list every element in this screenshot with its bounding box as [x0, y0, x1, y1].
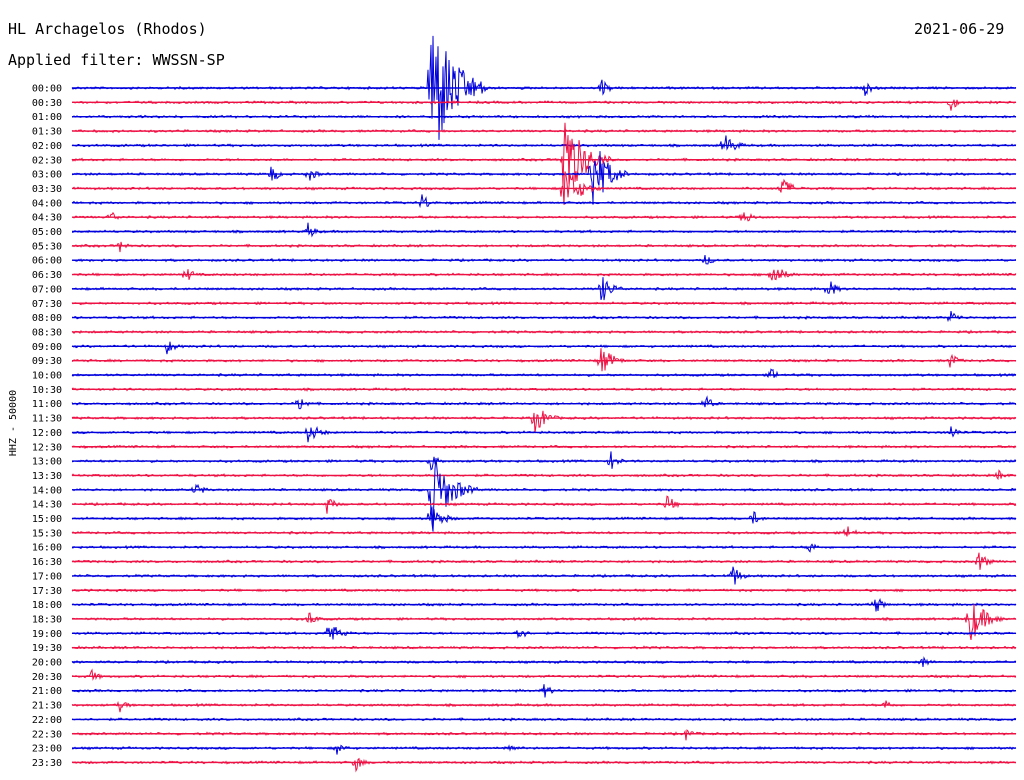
row-time-label: 10:30 — [32, 385, 62, 396]
row-time-label: 02:30 — [32, 155, 62, 166]
row-time-label: 09:30 — [32, 356, 62, 367]
row-time-label: 03:00 — [32, 170, 62, 181]
date-label: 2021-06-29 — [914, 20, 1005, 38]
trace-line — [71, 469, 1017, 481]
trace-line — [71, 410, 1017, 434]
trace-line — [71, 194, 1017, 209]
row-time-label: 04:00 — [32, 198, 62, 209]
row-time-label: 06:30 — [32, 270, 62, 281]
row-time-label: 19:00 — [32, 629, 62, 640]
row-time-label: 19:30 — [32, 643, 62, 654]
trace-line — [71, 426, 1017, 443]
row-time-label: 22:30 — [32, 729, 62, 740]
trace-line — [71, 700, 1017, 713]
row-time-label: 15:30 — [32, 528, 62, 539]
row-time-label: 18:00 — [32, 600, 62, 611]
row-time-label: 11:30 — [32, 414, 62, 425]
trace-line — [71, 341, 1017, 355]
trace-line — [71, 241, 1017, 253]
trace-line — [71, 368, 1017, 379]
trace-line — [71, 122, 1017, 188]
row-time-label: 10:00 — [32, 371, 62, 382]
trace-line — [71, 604, 1017, 640]
row-time-label: 14:30 — [32, 500, 62, 511]
row-time-label: 04:30 — [32, 213, 62, 224]
row-time-label: 03:30 — [32, 184, 62, 195]
trace-line — [71, 99, 1017, 111]
trace-line — [71, 457, 1017, 528]
trace-line — [72, 222, 1017, 238]
row-time-label: 12:00 — [32, 428, 62, 439]
row-time-label: 08:30 — [32, 327, 62, 338]
row-time-label: 16:00 — [32, 543, 62, 554]
row-time-label: 23:30 — [32, 758, 62, 769]
row-time-label: 14:00 — [32, 485, 62, 496]
trace-line — [71, 543, 1017, 553]
row-time-label: 12:30 — [32, 442, 62, 453]
trace-line — [71, 495, 1017, 514]
row-labels: 00:00 00:30 01:00 01:30 02:00 02:30 03:00 03:30… — [32, 84, 62, 769]
row-time-label: 00:30 — [32, 98, 62, 109]
row-time-label: 08:00 — [32, 313, 62, 324]
row-time-label: 06:00 — [32, 256, 62, 267]
row-time-label: 00:00 — [32, 84, 62, 95]
row-time-label: 23:00 — [32, 744, 62, 755]
row-time-label: 20:30 — [32, 672, 62, 683]
trace-rows — [71, 35, 1017, 773]
channel-label: HHZ - 50000 — [8, 390, 19, 456]
row-time-label: 11:00 — [32, 399, 62, 410]
trace-line — [71, 526, 1017, 537]
row-time-label: 05:30 — [32, 241, 62, 252]
trace-line — [71, 668, 1017, 681]
row-time-label: 07:30 — [32, 299, 62, 310]
row-time-label: 01:00 — [32, 112, 62, 123]
row-time-label: 02:00 — [32, 141, 62, 152]
trace-line — [71, 598, 1017, 612]
trace-line — [71, 135, 1017, 151]
trace-line — [71, 744, 1017, 755]
row-time-label: 21:30 — [32, 701, 62, 712]
trace-line — [71, 729, 1017, 741]
row-time-label: 01:30 — [32, 127, 62, 138]
row-time-label: 13:30 — [32, 471, 62, 482]
row-time-label: 21:00 — [32, 686, 62, 697]
trace-line — [71, 757, 1017, 773]
row-time-label: 07:00 — [32, 284, 62, 295]
row-time-label: 18:30 — [32, 614, 62, 625]
station-title: HL Archagelos (Rhodos) — [8, 20, 207, 38]
row-time-label: 20:00 — [32, 658, 62, 669]
row-time-label: 09:00 — [32, 342, 62, 353]
row-time-label: 13:00 — [32, 457, 62, 468]
trace-line — [71, 311, 1017, 323]
row-time-label: 05:00 — [32, 227, 62, 238]
filter-label: Applied filter: WWSSN-SP — [8, 51, 225, 69]
row-time-label: 16:30 — [32, 557, 62, 568]
row-time-label: 17:30 — [32, 586, 62, 597]
row-time-label: 15:00 — [32, 514, 62, 525]
trace-line — [71, 348, 1017, 372]
row-time-label: 17:00 — [32, 571, 62, 582]
row-time-label: 22:00 — [32, 715, 62, 726]
